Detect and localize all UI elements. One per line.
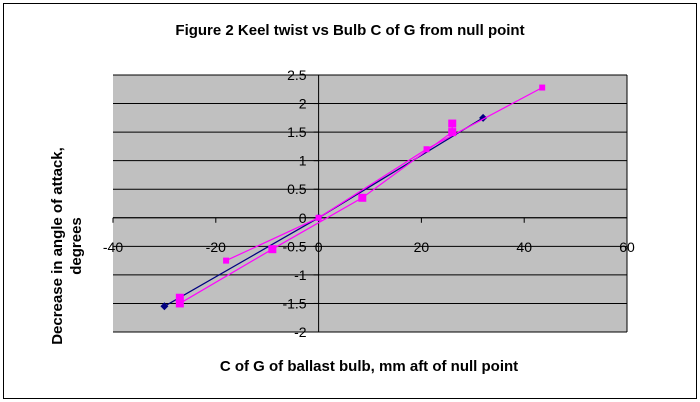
chart-title: Figure 2 Keel twist vs Bulb C of G from … — [175, 22, 524, 39]
series-2-point — [358, 193, 367, 202]
y-tick-label: 2.5 — [287, 67, 307, 83]
y-tick-label: -2 — [294, 324, 307, 340]
y-tick-label: -1 — [294, 267, 307, 283]
series-2-point — [268, 245, 277, 254]
x-tick-labels: -40 -20 0 20 40 60 — [103, 239, 635, 255]
y-tick-label: -1.5 — [282, 295, 306, 311]
series-layer — [160, 84, 546, 311]
series-2-point — [448, 119, 457, 128]
series-2-point — [175, 299, 184, 308]
y-tick-labels: 2.5 2 1.5 1 0.5 0 -0.5 -1 -1.5 -2 — [282, 67, 306, 340]
y-tick-label: -0.5 — [282, 238, 306, 254]
series-2-point — [175, 293, 184, 302]
x-tick-label: 0 — [315, 239, 323, 255]
x-tick-label: 40 — [516, 239, 532, 255]
y-axis-title-line1: Decrease in angle of attack, — [49, 147, 66, 345]
series-2-point — [448, 128, 457, 137]
series-3-point — [315, 214, 322, 221]
plot-area — [113, 75, 627, 332]
y-tick-label: 2 — [299, 96, 307, 112]
y-axis-title-line2: degrees — [68, 217, 85, 275]
y-axis-title: Decrease in angle of attack, degrees — [49, 147, 85, 345]
series-3-line — [225, 87, 543, 262]
series-3-point — [423, 146, 430, 153]
x-axis-title: C of G of ballast bulb, mm aft of null p… — [220, 358, 518, 375]
y-tick-label: 0.5 — [287, 181, 307, 197]
y-tick-label: 0 — [299, 210, 307, 226]
series-3-point — [539, 84, 546, 91]
series-3-point — [223, 257, 230, 264]
x-tick-label: -40 — [103, 239, 123, 255]
y-tick-label: 1.5 — [287, 124, 307, 140]
x-tick-label: 60 — [619, 239, 635, 255]
y-tick-label: 1 — [299, 153, 307, 169]
x-tick-label: -20 — [206, 239, 226, 255]
x-tick-label: 20 — [414, 239, 430, 255]
series-1-point — [160, 302, 169, 311]
